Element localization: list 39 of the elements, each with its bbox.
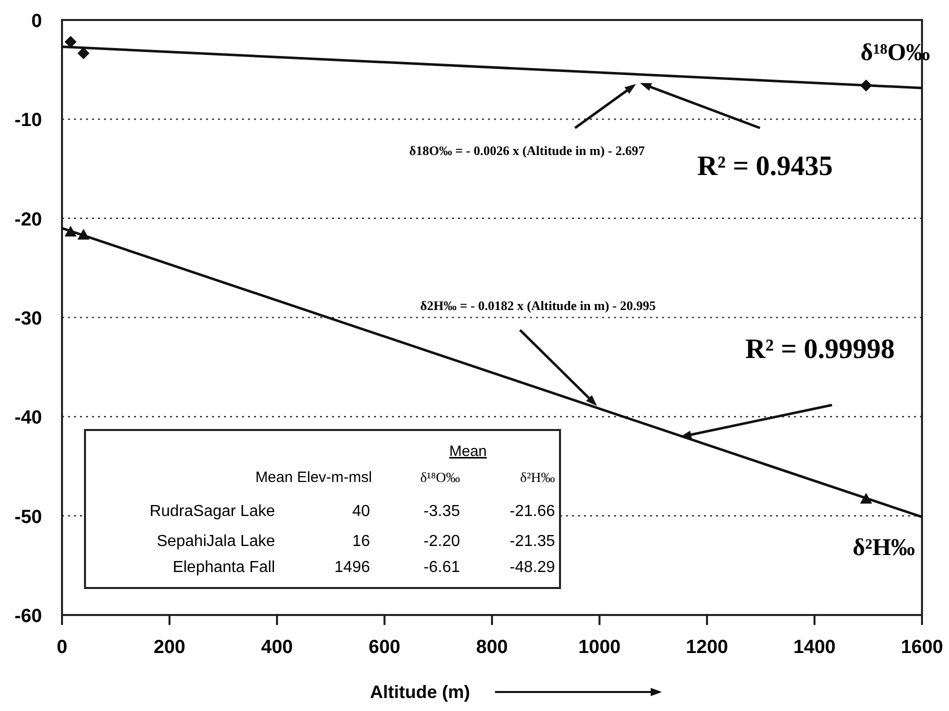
annotation: δ¹⁸O‰ xyxy=(420,471,460,486)
annotation: δ²H‰ xyxy=(520,471,555,486)
annotation: 40 xyxy=(352,503,370,520)
x-tick-label: 1600 xyxy=(900,637,944,658)
annotation: -2.20 xyxy=(424,533,460,550)
y-tick-label: -40 xyxy=(14,408,42,429)
y-tick-label: -60 xyxy=(14,606,42,627)
annotation: R² = 0.9435 xyxy=(697,151,833,182)
annotation: -48.29 xyxy=(510,559,556,576)
annotation: R² = 0.99998 xyxy=(745,334,895,365)
annotation: 1496 xyxy=(334,559,370,576)
annotation: Mean Elev-m-msl xyxy=(255,469,372,486)
series-label: δ²H‰ xyxy=(852,535,915,561)
x-tick-label: 1200 xyxy=(686,637,728,658)
point xyxy=(78,47,90,60)
y-tick-label: -20 xyxy=(14,209,42,230)
x-tick-label: 600 xyxy=(368,637,400,658)
y-tick-label: 0 xyxy=(31,11,42,32)
annotation: SepahiJala Lake xyxy=(156,533,276,550)
x-axis-title: Altitude (m) xyxy=(370,682,470,702)
x-tick-label: 400 xyxy=(261,637,293,658)
annotation: Mean xyxy=(449,443,487,460)
annotation: -21.66 xyxy=(510,503,556,520)
annotation: RudraSagar Lake xyxy=(150,503,276,520)
x-tick-label: 800 xyxy=(476,637,508,658)
annotation: -6.61 xyxy=(424,559,460,576)
y-tick-label: -30 xyxy=(14,308,42,330)
x-tick-label: 0 xyxy=(56,637,68,658)
y-tick-label: -50 xyxy=(14,506,42,528)
x-tick-label: 1000 xyxy=(578,637,621,658)
annotation: -3.35 xyxy=(424,503,460,520)
annotation: δ18O‰ = - 0.0026 x (Altitude in m) - 2.697 xyxy=(409,143,646,158)
y-tick-label: -10 xyxy=(14,110,42,132)
x-tick-label: 1400 xyxy=(793,637,836,658)
annotation: Elephanta Fall xyxy=(172,559,275,576)
x-tick-label: 200 xyxy=(154,637,186,658)
annotation: δ2H‰ = - 0.0182 x (Altitude in m) - 20.995 xyxy=(420,298,656,313)
annotation: -21.35 xyxy=(510,533,556,550)
annotation: 16 xyxy=(352,533,370,550)
